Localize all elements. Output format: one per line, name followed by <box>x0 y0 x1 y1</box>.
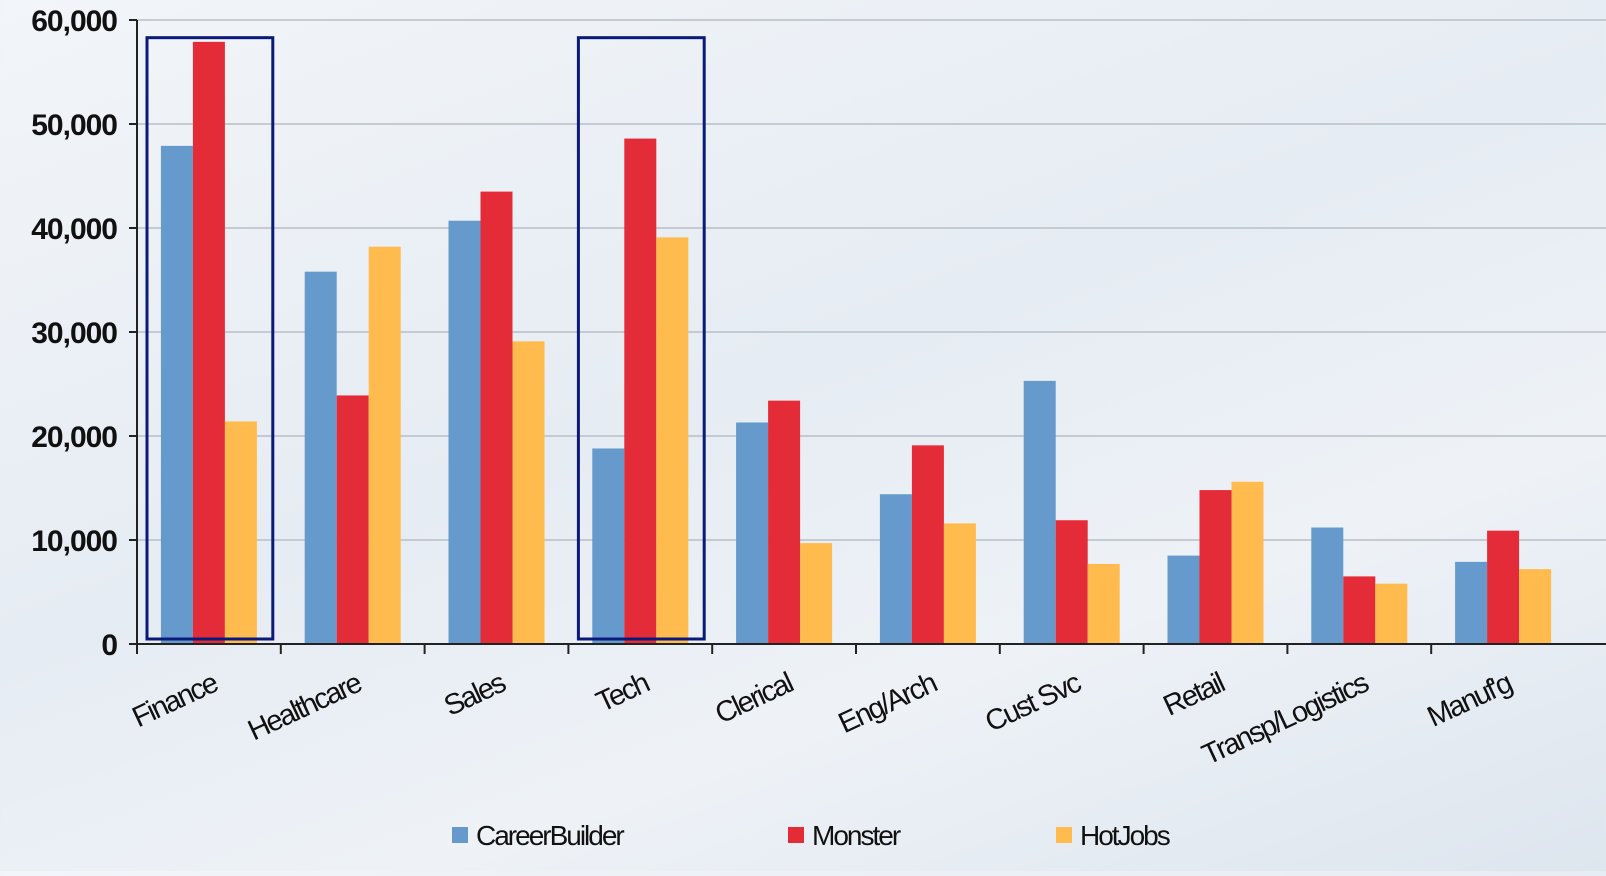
bar-careerbuilder-0 <box>160 145 193 644</box>
bar-hotjobs-5 <box>943 523 976 644</box>
highlight-box-tech <box>576 36 706 641</box>
highlight-boxes <box>145 36 706 641</box>
bar-careerbuilder-5 <box>879 494 912 644</box>
y-tick-label: 20,000 <box>31 421 117 454</box>
legend: CareerBuilder Monster HotJobs <box>452 820 1172 851</box>
bar-careerbuilder-9 <box>1455 561 1488 644</box>
x-tick-label: Finance <box>128 667 223 734</box>
y-tick-label: 50,000 <box>31 109 117 142</box>
bar-monster-2 <box>480 191 513 644</box>
x-tick-label: Manuf'g <box>1423 667 1517 734</box>
bar-hotjobs-7 <box>1231 481 1264 644</box>
y-tick-label: 30,000 <box>31 317 117 350</box>
bar-monster-4 <box>768 400 801 644</box>
x-tick-label: Healthcare <box>243 667 366 747</box>
legend-swatch-hotjobs <box>1056 827 1072 843</box>
bar-careerbuilder-7 <box>1167 555 1200 644</box>
bar-hotjobs-0 <box>224 421 257 644</box>
y-tick-label: 0 <box>101 629 117 662</box>
x-tick-label: Clerical <box>710 667 797 730</box>
x-tick-label: Transp/Logistics <box>1197 667 1373 772</box>
highlight-box-finance <box>145 36 275 641</box>
bar-monster-9 <box>1487 530 1520 644</box>
x-tick-label: Cust Svc <box>980 667 1086 739</box>
bars <box>160 41 1552 645</box>
x-tick-label: Retail <box>1159 667 1229 722</box>
x-tick-label: Tech <box>591 667 654 719</box>
bar-careerbuilder-8 <box>1311 527 1344 644</box>
bar-monster-3 <box>624 138 657 644</box>
legend-swatch-monster <box>788 827 804 843</box>
bar-monster-0 <box>192 41 225 644</box>
axes: 0 10,000 20,000 30,000 40,000 50,000 60,000 Fin… <box>31 5 1606 772</box>
bar-monster-6 <box>1055 520 1088 644</box>
bar-careerbuilder-2 <box>448 220 481 644</box>
legend-label-hotjobs: HotJobs <box>1080 820 1170 851</box>
legend-label-monster: Monster <box>812 820 901 851</box>
y-tick-label: 10,000 <box>31 525 117 558</box>
bar-careerbuilder-3 <box>592 448 625 644</box>
bar-monster-8 <box>1343 576 1376 644</box>
bar-hotjobs-3 <box>656 237 689 645</box>
bar-hotjobs-4 <box>800 543 833 644</box>
legend-label-careerbuilder: CareerBuilder <box>476 820 624 851</box>
bar-monster-5 <box>911 445 944 644</box>
y-tick-label: 40,000 <box>31 213 117 246</box>
legend-swatch-careerbuilder <box>452 827 468 843</box>
bar-hotjobs-9 <box>1519 569 1552 644</box>
x-tick-label: Eng/Arch <box>834 667 942 740</box>
bar-monster-7 <box>1199 490 1232 644</box>
bar-hotjobs-6 <box>1087 563 1120 644</box>
x-tick-label: Sales <box>439 667 511 723</box>
y-tick-label: 60,000 <box>31 5 117 38</box>
bar-hotjobs-1 <box>368 246 401 644</box>
bar-careerbuilder-6 <box>1023 380 1056 644</box>
bar-careerbuilder-4 <box>736 422 769 644</box>
bar-monster-1 <box>336 395 369 644</box>
bar-careerbuilder-1 <box>304 271 337 644</box>
bar-hotjobs-2 <box>512 341 545 644</box>
bar-hotjobs-8 <box>1375 583 1408 644</box>
